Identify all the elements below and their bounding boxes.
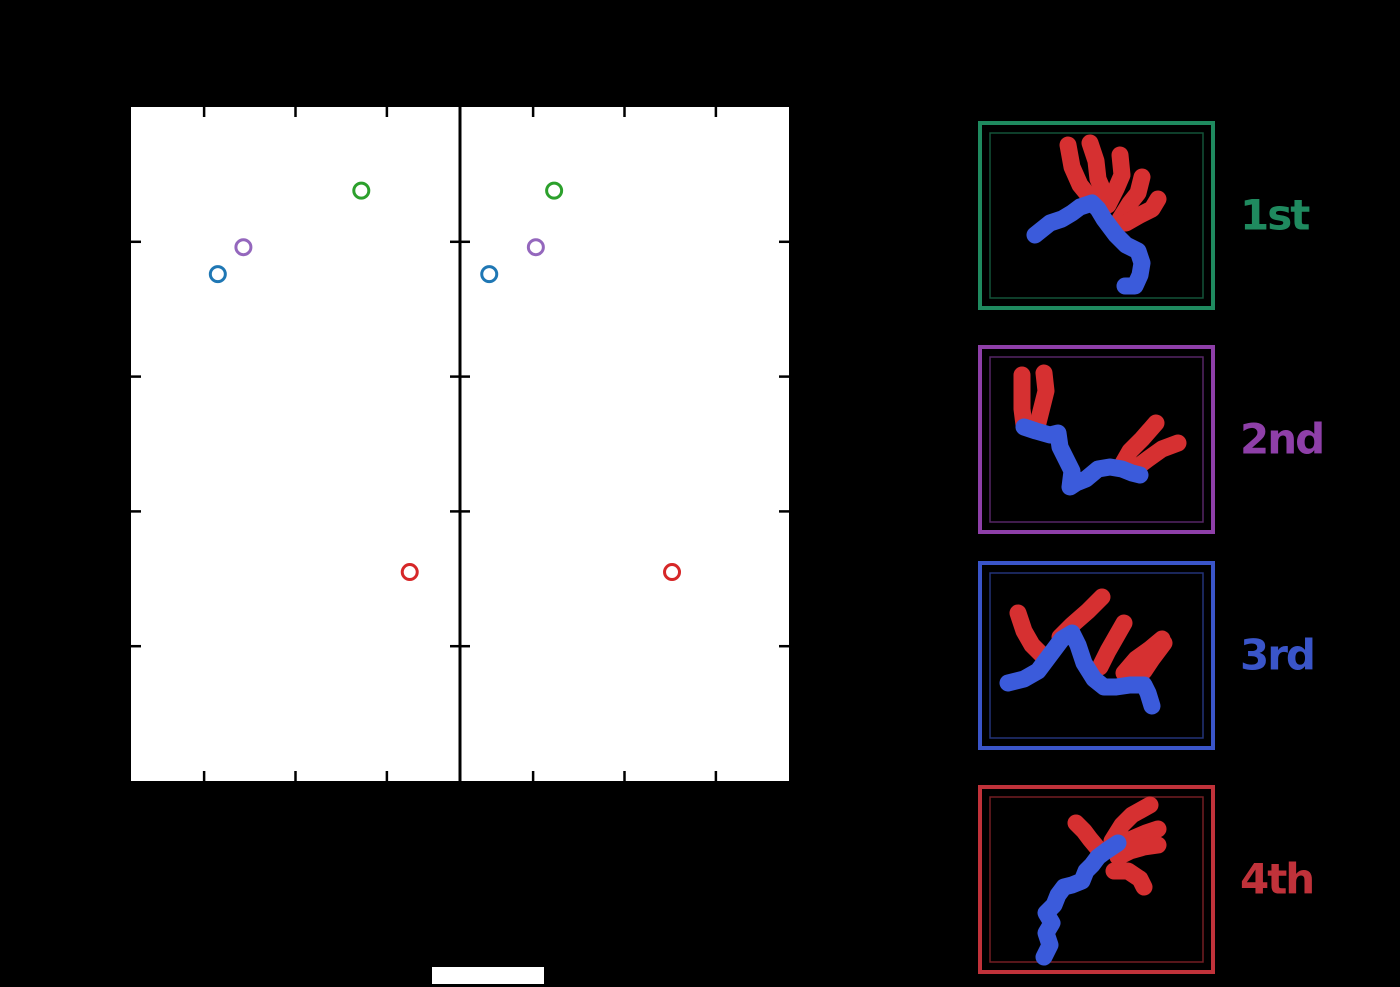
rank-label-4: 4th	[1240, 855, 1313, 904]
side-chain-4	[1105, 862, 1153, 896]
data-point-2	[545, 181, 564, 200]
side-chain-0	[1009, 604, 1053, 666]
structure-inner-frame	[989, 572, 1204, 739]
side-chain-4	[1117, 190, 1167, 232]
side-chain-3	[1109, 836, 1167, 866]
side-chain-2	[1113, 414, 1165, 474]
backbone-chain	[999, 624, 1161, 715]
structure-frame	[978, 345, 1215, 534]
scatter-panel-left	[131, 107, 460, 781]
data-point-3	[400, 563, 419, 582]
side-chain-1	[1081, 134, 1113, 202]
molecule-structure-3-icon	[999, 588, 1173, 715]
rank-label-2: 2nd	[1240, 415, 1323, 464]
data-point-3	[663, 563, 682, 582]
markers-right	[480, 181, 682, 582]
side-chain-2	[1099, 146, 1131, 214]
backbone-chain	[1035, 834, 1127, 966]
structure-item-4: 4th	[978, 785, 1315, 974]
data-point-1	[526, 238, 545, 257]
ticks-left	[131, 107, 460, 781]
side-chain-0	[1013, 366, 1033, 434]
data-point-1	[234, 238, 253, 257]
structure-inner-frame	[989, 356, 1204, 523]
structure-item-3: 3rd	[978, 561, 1316, 750]
rank-label-1: 1st	[1240, 191, 1310, 240]
data-point-2	[352, 181, 371, 200]
side-chain-3	[1123, 434, 1187, 480]
plot-area-left	[131, 107, 460, 781]
molecule-structure-2-icon	[1013, 364, 1187, 496]
structure-inner-frame	[989, 132, 1204, 299]
ticks-right	[460, 107, 789, 781]
structure-frame	[978, 785, 1215, 974]
structure-item-2: 2nd	[978, 345, 1325, 534]
backbone-chain	[1015, 418, 1149, 496]
structure-inner-frame	[989, 796, 1204, 963]
side-chain-1	[1029, 364, 1055, 432]
molecule-structure-1-icon	[1026, 134, 1167, 295]
structure-frame	[978, 561, 1215, 750]
molecule-structure-4-icon	[1035, 796, 1167, 966]
scatter-panel-right	[460, 107, 789, 781]
data-point-0	[480, 265, 499, 284]
side-chain-1	[1103, 796, 1159, 850]
side-chain-2	[1091, 614, 1133, 676]
data-point-0	[208, 265, 227, 284]
structure-item-1: 1st	[978, 121, 1312, 310]
side-chain-0	[1067, 814, 1109, 860]
backbone-chain	[1026, 194, 1151, 295]
side-chain-3	[1111, 168, 1151, 228]
structure-frame	[978, 121, 1215, 310]
markers-left	[208, 181, 419, 582]
rank-label-3: 3rd	[1240, 631, 1314, 680]
footer-bar	[432, 967, 544, 984]
plot-area-right	[460, 107, 789, 781]
structure-legend: 1st 2nd 3rd 4th	[978, 121, 1325, 974]
